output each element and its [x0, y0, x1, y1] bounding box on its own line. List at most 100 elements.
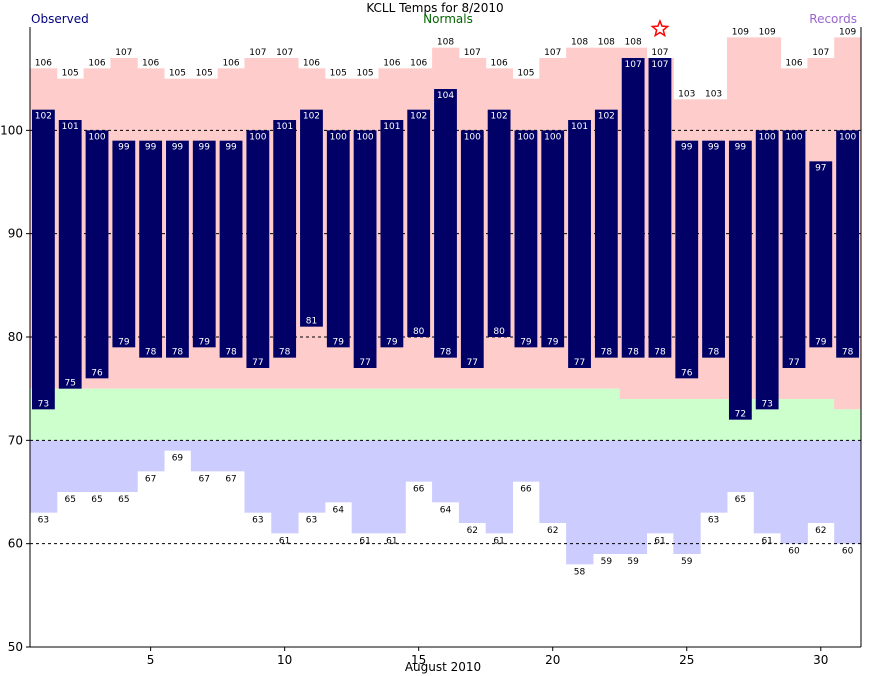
normal-low-band [539, 440, 567, 523]
normal-low-band [458, 440, 487, 523]
observed-bar [594, 109, 618, 358]
observed-low-label: 78 [601, 348, 613, 358]
normal-high-band [405, 388, 433, 441]
observed-low-label: 80 [493, 327, 505, 337]
observed-bar [809, 161, 833, 348]
record-high-label: 105 [330, 69, 347, 79]
normal-low-band [217, 440, 245, 472]
record-low-label: 59 [601, 557, 613, 567]
x-tick-label: 5 [147, 653, 155, 667]
observed-high-label: 102 [410, 112, 427, 122]
record-high-label: 107 [544, 48, 561, 58]
record-low-label: 61 [279, 536, 290, 546]
normal-high-band [164, 388, 192, 441]
record-high-label: 108 [437, 38, 454, 48]
observed-low-label: 78 [145, 348, 157, 358]
record-high-label: 106 [88, 58, 105, 68]
normal-low-band [271, 440, 299, 534]
observed-high-label: 100 [517, 132, 534, 142]
observed-low-label: 78 [842, 348, 854, 358]
record-low-label: 66 [413, 485, 425, 495]
observed-high-label: 100 [464, 132, 481, 142]
normal-low-band [619, 440, 648, 554]
observed-high-label: 99 [118, 143, 130, 153]
record-low-label: 62 [547, 526, 558, 536]
record-low-label: 61 [359, 536, 370, 546]
y-tick-label: 80 [8, 330, 23, 344]
record-low-label: 60 [788, 547, 800, 557]
normal-low-band [30, 440, 58, 513]
normal-high-band [190, 388, 219, 441]
normal-low-band [566, 440, 594, 565]
record-high-label: 106 [785, 58, 802, 68]
record-high-label: 109 [759, 27, 776, 37]
record-low-label: 63 [306, 516, 317, 526]
observed-bar [836, 130, 859, 358]
observed-bar [434, 89, 457, 358]
normal-low-band [324, 440, 353, 503]
observed-low-label: 78 [172, 348, 184, 358]
observed-high-label: 97 [815, 163, 826, 173]
record-low-label: 62 [815, 526, 826, 536]
record-low-label: 59 [627, 557, 639, 567]
record-high-label: 106 [222, 58, 239, 68]
observed-bar [460, 130, 484, 368]
observed-high-label: 100 [544, 132, 561, 142]
observed-bar [514, 130, 538, 348]
legend-normals: Normals [423, 12, 473, 26]
record-high-label: 108 [571, 38, 588, 48]
observed-high-label: 100 [785, 132, 802, 142]
x-tick-label: 15 [411, 653, 426, 667]
record-low-label: 65 [64, 495, 75, 505]
observed-high-label: 101 [383, 122, 400, 132]
record-low-label: 65 [735, 495, 746, 505]
x-tick-label: 30 [813, 653, 828, 667]
record-high-label: 108 [625, 38, 642, 48]
normal-high-band [351, 388, 379, 441]
record-low-label: 58 [574, 567, 586, 577]
x-axis-title: August 2010 [405, 660, 481, 674]
observed-high-label: 99 [708, 143, 720, 153]
observed-bar [300, 109, 323, 327]
value-labels-layer: 102 73 106 63 101 75 105 65 100 76 106 65 99 79 107 65 9… [35, 18, 856, 577]
normal-low-band [700, 440, 728, 513]
record-high-label: 103 [705, 89, 722, 99]
normal-low-band [726, 440, 755, 492]
record-high-label: 107 [115, 48, 132, 58]
x-tick-label: 20 [545, 653, 560, 667]
normal-high-band [324, 388, 353, 441]
record-low-label: 63 [708, 516, 719, 526]
observed-bar [112, 140, 136, 348]
record-low-label: 65 [118, 495, 129, 505]
observed-low-label: 78 [225, 348, 237, 358]
record-low-label: 61 [386, 536, 397, 546]
normal-high-band [432, 388, 460, 441]
observed-high-label: 100 [839, 132, 856, 142]
record-low-label: 62 [467, 526, 478, 536]
observed-low-label: 80 [413, 327, 425, 337]
observed-high-label: 101 [571, 122, 588, 132]
observed-low-label: 78 [279, 348, 291, 358]
normal-low-band [646, 440, 674, 534]
record-high-label: 106 [491, 58, 508, 68]
y-tick-label: 50 [8, 640, 23, 654]
observed-high-label: 102 [303, 112, 320, 122]
record-high-label: 106 [383, 58, 400, 68]
observed-high-label: 102 [491, 112, 508, 122]
observed-high-label: 101 [62, 122, 79, 132]
observed-low-label: 78 [654, 348, 666, 358]
observed-low-label: 81 [306, 317, 317, 327]
axes-layer: 50 60 70 80 90 100 5 10 15 20 25 30 [0, 27, 862, 667]
record-high-label: 106 [142, 58, 159, 68]
record-high-label: 108 [598, 38, 615, 48]
normal-low-band [673, 440, 701, 554]
observed-bar [487, 109, 511, 338]
normal-low-band [807, 440, 835, 523]
observed-low-label: 79 [199, 337, 211, 347]
record-low-label: 63 [38, 516, 49, 526]
normal-low-band [137, 440, 165, 472]
record-low-label: 67 [199, 474, 210, 484]
record-high-label: 107 [464, 48, 481, 58]
record-low-label: 65 [91, 495, 102, 505]
normal-low-band [432, 440, 460, 503]
